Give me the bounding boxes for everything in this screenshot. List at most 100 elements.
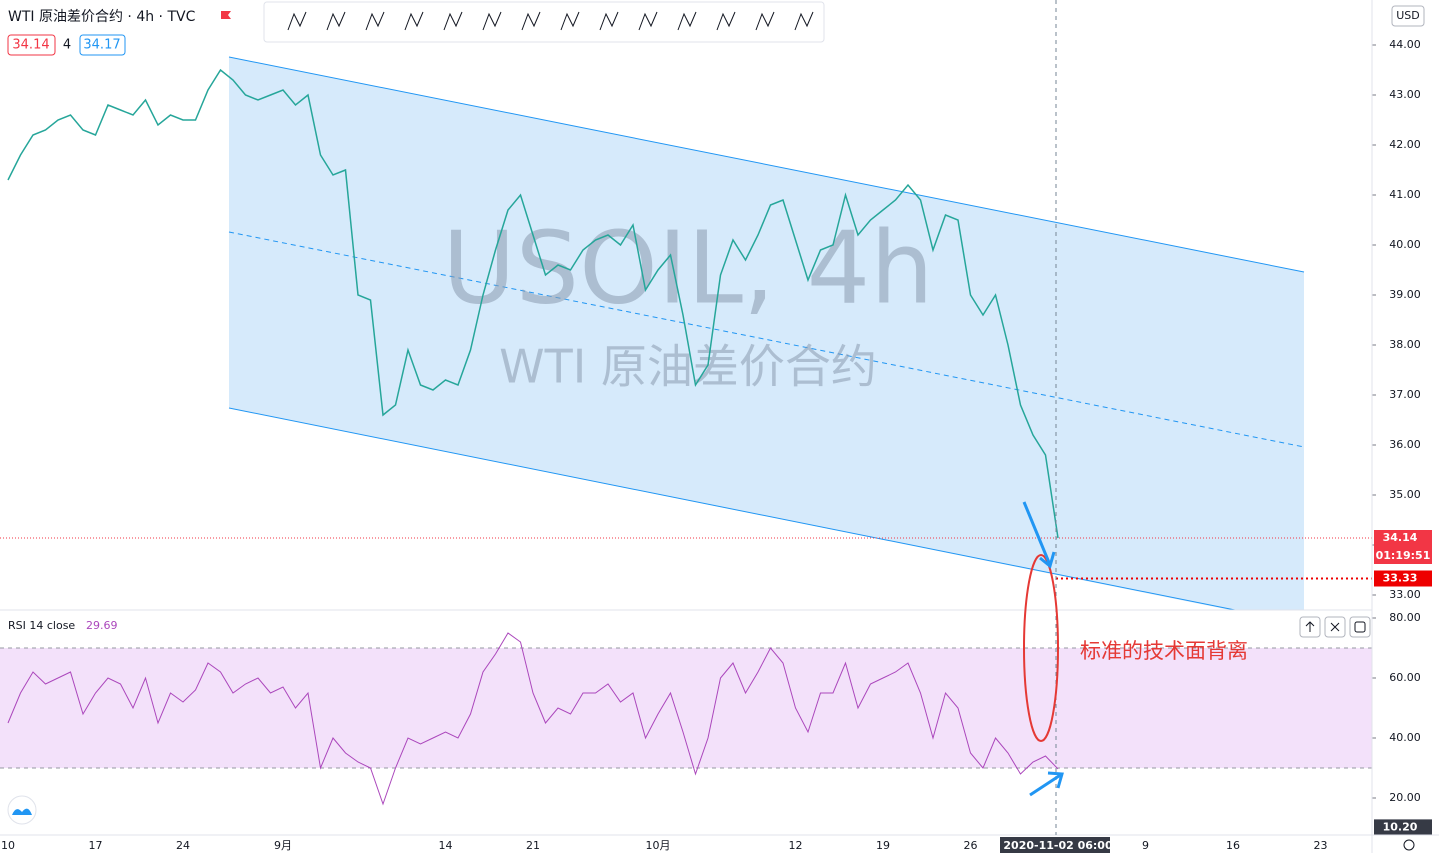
tool-icon <box>638 11 658 31</box>
highlight-ellipse <box>1023 554 1059 742</box>
crosshair-box <box>1374 570 1432 587</box>
last-price-label: 34.14 <box>1383 531 1418 544</box>
tool-button[interactable] <box>398 6 430 38</box>
y-tick-label: 33.00 <box>1389 588 1421 601</box>
rsi-band <box>0 648 1372 768</box>
symbol-title: WTI 原油差价合约 · 4h · TVC <box>8 9 196 25</box>
tool-icon <box>443 11 463 31</box>
tool-button[interactable] <box>632 6 664 38</box>
y-tick-label: 43.00 <box>1389 88 1421 101</box>
logo[interactable] <box>7 795 37 825</box>
x-tick-label: 9月 <box>274 839 292 852</box>
tool-icon <box>404 11 424 31</box>
y-tick-label: 20.00 <box>1389 791 1421 804</box>
tool-icon <box>560 11 580 31</box>
rsi-title: RSI 14 close <box>8 619 75 632</box>
x-tick-label: 14 <box>439 839 453 852</box>
rsi-pane: 20.00 40.00 60.00 80.00 RSI 14 close 29.69 10.… <box>0 611 1432 836</box>
annotation-text: 标准的技术面背离 <box>1080 639 1248 663</box>
tool-button[interactable] <box>281 6 313 38</box>
tool-icon <box>599 11 619 31</box>
tool-button[interactable] <box>554 6 586 38</box>
x-tick-label: 23 <box>1314 839 1328 852</box>
y-tick-label: 38.00 <box>1389 338 1421 351</box>
tool-icon <box>716 11 736 31</box>
x-tick-label: 24 <box>176 839 190 852</box>
y-tick-label: 35.00 <box>1389 488 1421 501</box>
settings-icon[interactable] <box>1403 839 1415 851</box>
toolbar-bg <box>263 1 825 43</box>
y-tick-label: 40.00 <box>1389 238 1421 251</box>
y-tick-label: 40.00 <box>1389 731 1421 744</box>
y-tick-label: 80.00 <box>1389 611 1421 624</box>
tool-icon <box>794 11 814 31</box>
x-tick-label: 26 <box>964 839 978 852</box>
tool-button[interactable] <box>671 6 703 38</box>
countdown: 01:19:51 <box>1376 549 1431 562</box>
y-tick-label: 41.00 <box>1389 188 1421 201</box>
currency-box[interactable] <box>1391 5 1425 27</box>
channel-top <box>228 56 1305 273</box>
x-tick-label: 19 <box>876 839 890 852</box>
arrow-up <box>1029 771 1064 797</box>
last-price-box <box>1374 530 1432 564</box>
channel-bottom <box>228 407 1236 611</box>
x-tick-label: 9 <box>1142 839 1149 852</box>
x-tick-label: 16 <box>1226 839 1240 852</box>
tool-button[interactable] <box>359 6 391 38</box>
crosshair-label: 33.33 <box>1383 572 1418 585</box>
tool-button[interactable] <box>515 6 547 38</box>
tool-button[interactable] <box>710 6 742 38</box>
crosshair-time-box <box>1000 837 1110 853</box>
bid-box <box>7 34 56 56</box>
tool-button[interactable] <box>476 6 508 38</box>
tool-button[interactable] <box>788 6 820 38</box>
maximize-button[interactable] <box>1349 616 1371 638</box>
bid: 34.14 <box>12 38 49 53</box>
price-line <box>7 68 1059 539</box>
y-tick-label: 44.00 <box>1389 38 1421 51</box>
watermark-sub: WTI 原油差价合约 <box>499 340 877 394</box>
arrow-down <box>1022 501 1056 569</box>
y-tick-label: 36.00 <box>1389 438 1421 451</box>
x-tick-label: 21 <box>526 839 540 852</box>
tool-icon <box>326 11 346 31</box>
rsi-line <box>7 632 1059 806</box>
tool-button[interactable] <box>437 6 469 38</box>
y-tick-label: 60.00 <box>1389 671 1421 684</box>
rsi-value: 29.69 <box>86 619 118 632</box>
icon <box>1354 621 1366 633</box>
pane-buttons <box>1299 616 1371 638</box>
spread: 4 <box>63 38 71 53</box>
tool-button[interactable] <box>593 6 625 38</box>
tool-icon <box>482 11 502 31</box>
logo-mark <box>12 808 32 815</box>
currency: USD <box>1396 9 1420 22</box>
ask-box <box>79 34 126 56</box>
ask: 34.17 <box>83 38 120 53</box>
tool-icon <box>521 11 541 31</box>
tool-button[interactable] <box>320 6 352 38</box>
x-tick-label: 12 <box>789 839 803 852</box>
y-tick-label: 42.00 <box>1389 138 1421 151</box>
tool-icon <box>755 11 775 31</box>
x-tick-label: 10月 <box>646 839 671 852</box>
tool-icon <box>365 11 385 31</box>
x-tick-label: 10 <box>1 839 15 852</box>
icon <box>1330 622 1340 632</box>
tool-button[interactable] <box>749 6 781 38</box>
channel-mid <box>228 231 1305 448</box>
price-pane: 33.0034.0035.0036.0037.0038.0039.0040.00… <box>0 38 1432 601</box>
x-tick-label: 2020-11-02 06:00 <box>1003 839 1113 852</box>
flag <box>221 11 231 19</box>
watermark: USOIL, 4h <box>442 209 933 326</box>
y-tick-label: 37.00 <box>1389 388 1421 401</box>
tool-icon <box>677 11 697 31</box>
crosshair-label: 10.20 <box>1383 820 1418 833</box>
drawing-toolbar <box>263 1 825 43</box>
icon <box>1305 621 1315 632</box>
channel-fill <box>229 57 1304 610</box>
x-tick-label: 17 <box>89 839 103 852</box>
